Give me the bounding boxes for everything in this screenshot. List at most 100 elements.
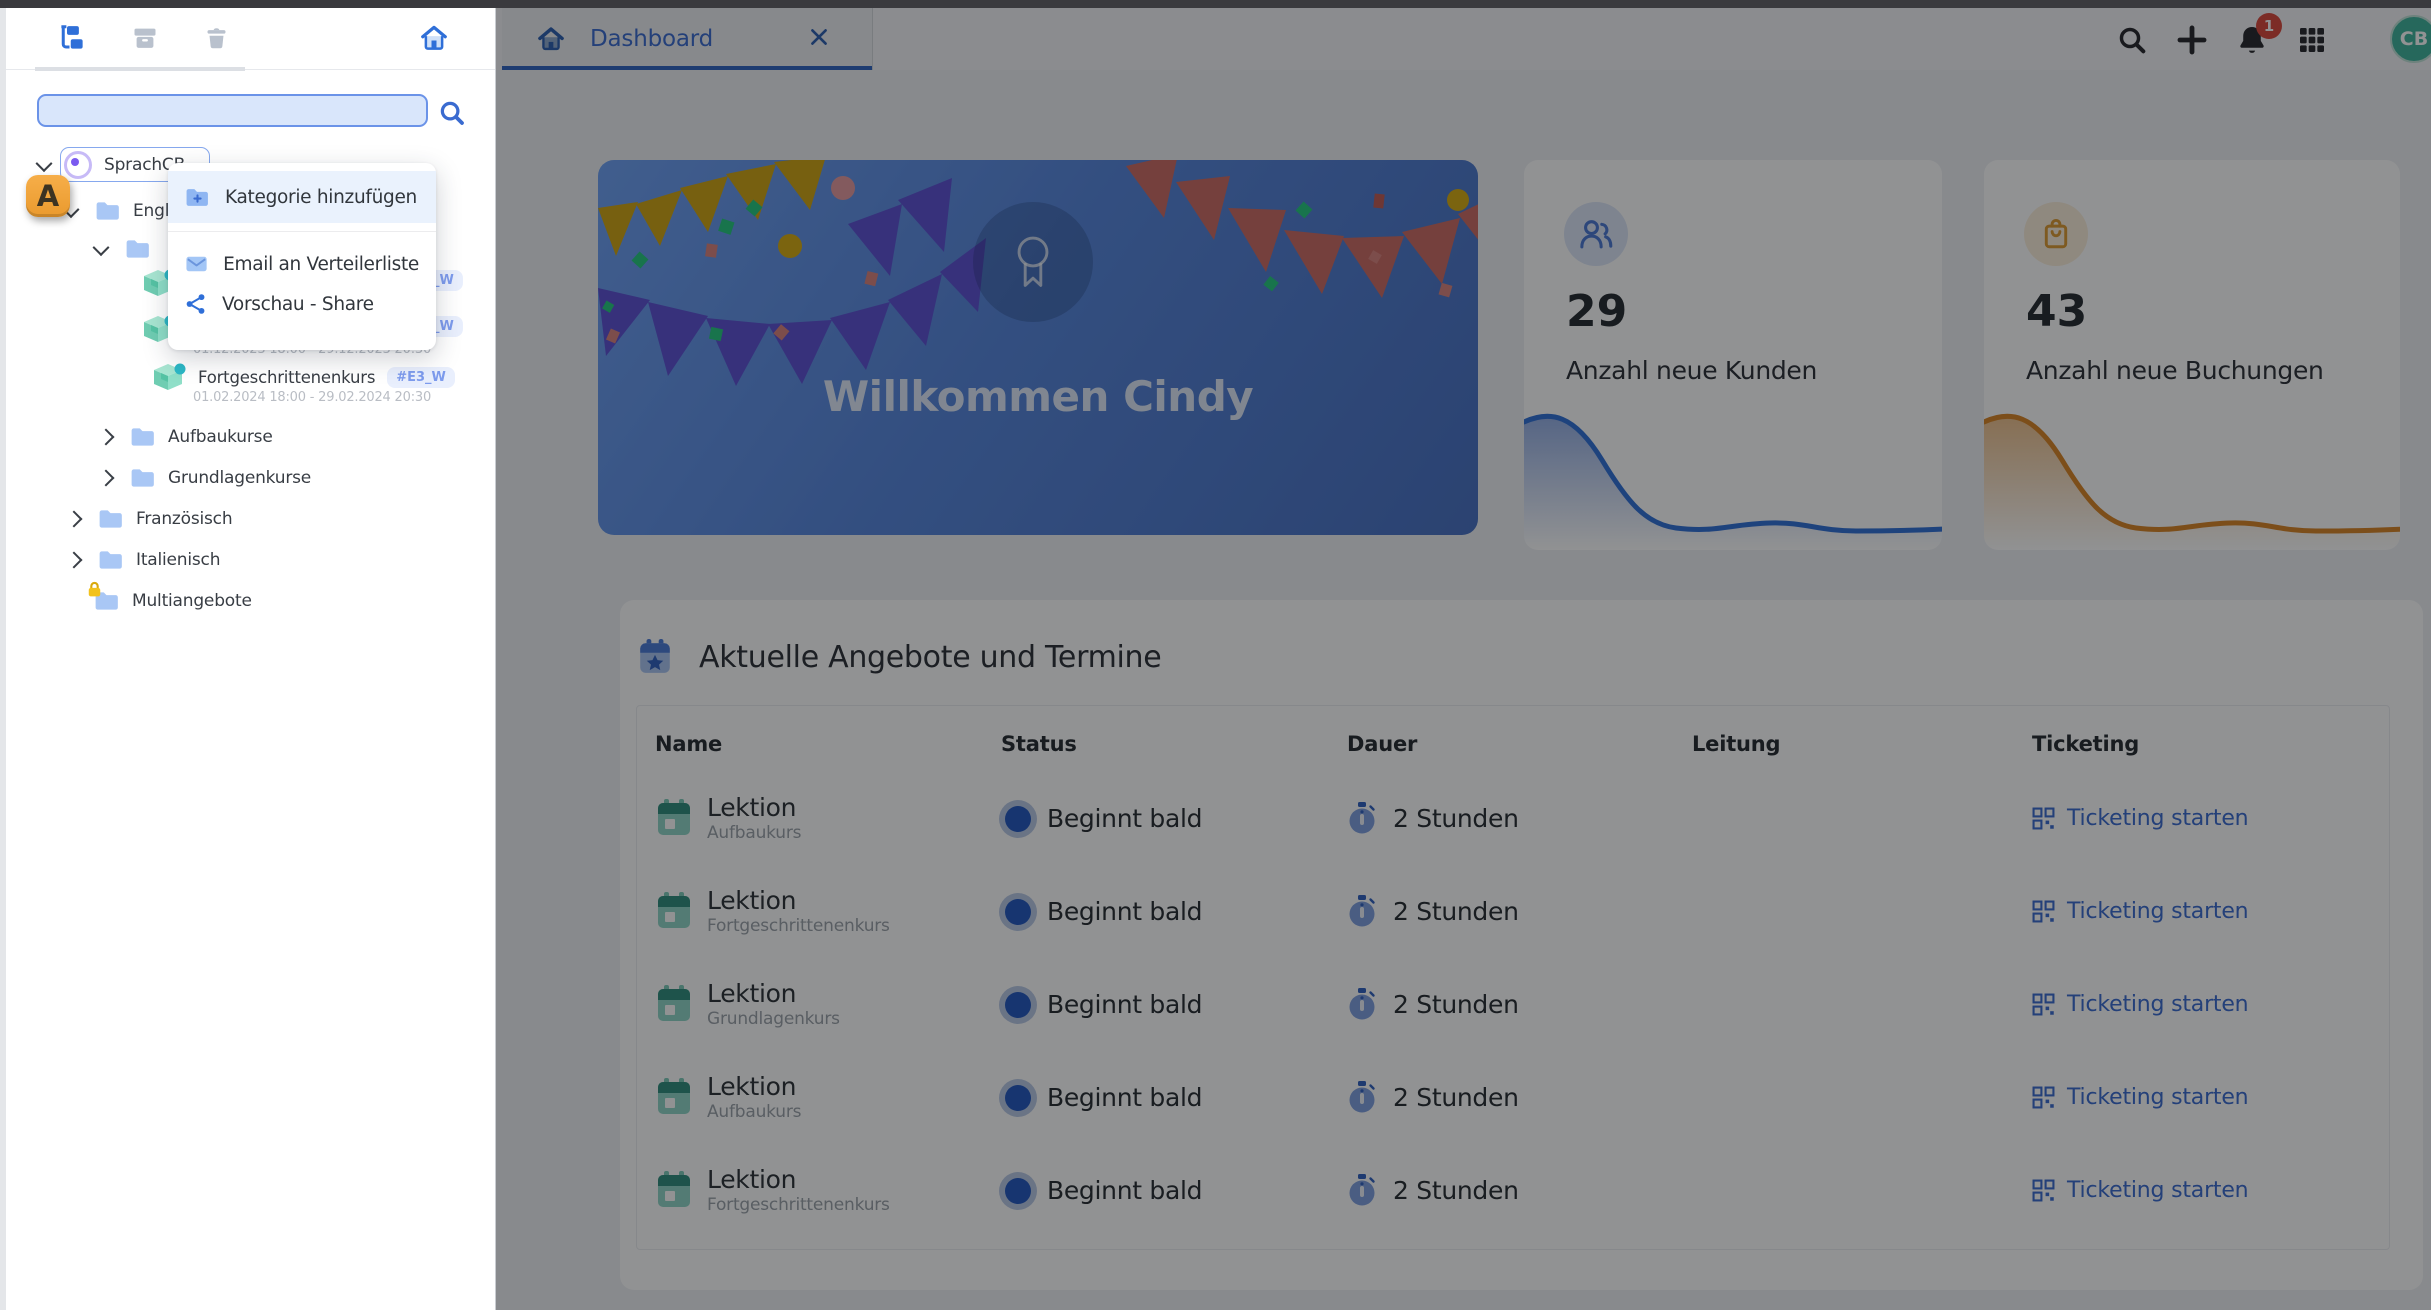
context-menu: Kategorie hinzufügen Email an Verteilerl…: [168, 163, 436, 350]
course-badge: #E3_W: [387, 366, 455, 388]
menu-item-preview-share[interactable]: Vorschau - Share: [168, 284, 436, 324]
tree-item-label[interactable]: Fortgeschrittenenkurs: [198, 367, 376, 387]
offer-status: Beginnt bald: [1047, 804, 1203, 833]
course-date: 01.02.2024 18:00 - 29.02.2024 20:30: [193, 390, 432, 405]
tree-item-franzoesisch[interactable]: Französisch: [0, 502, 495, 536]
avatar[interactable]: CB: [2390, 15, 2431, 63]
offer-status: Beginnt bald: [1047, 1083, 1203, 1112]
close-tab-icon[interactable]: [808, 26, 830, 52]
home-icon[interactable]: [418, 22, 450, 54]
offers-section-card: Aktuelle Angebote und Termine Name Statu…: [620, 600, 2423, 1290]
status-dot-icon: [1005, 1084, 1031, 1111]
offer-subtitle: Fortgeschrittenenkurs: [707, 1194, 890, 1215]
ticketing-label[interactable]: Ticketing starten: [2067, 806, 2249, 831]
course-package-icon: [154, 363, 186, 390]
ticketing-start-link[interactable]: Ticketing starten: [2032, 1085, 2389, 1110]
col-header: Dauer: [1347, 732, 1418, 756]
tree-item-label[interactable]: Französisch: [136, 509, 233, 529]
chevron-right-icon[interactable]: [97, 469, 115, 487]
ticketing-start-link[interactable]: Ticketing starten: [2032, 899, 2389, 924]
calendar-green-icon: [658, 798, 690, 835]
tab-label: Dashboard: [590, 26, 713, 52]
tree-item-label[interactable]: Grundlagenkurse: [168, 468, 312, 488]
tree-item-label[interactable]: Italienisch: [136, 550, 221, 570]
chevron-right-icon[interactable]: [65, 551, 83, 569]
apps-grid-icon[interactable]: [2294, 22, 2330, 58]
menu-item-email-list[interactable]: Email an Verteilerliste: [168, 244, 436, 284]
sidebar: SprachCB Englisch _W _W 01.12.2023 18:00…: [0, 8, 496, 1310]
status-dot-icon: [1005, 898, 1031, 925]
tree-item-aufbaukurse[interactable]: Aufbaukurse: [0, 420, 495, 454]
offers-table: Name Status Dauer Leitung Ticketing Lekt…: [636, 705, 2390, 1250]
folder-icon: [95, 592, 118, 610]
ticketing-label[interactable]: Ticketing starten: [2067, 1085, 2249, 1110]
table-row: Lektion Grundlagenkurs Beginnt bald 2 St…: [637, 958, 2389, 1051]
chevron-down-icon[interactable]: [35, 155, 53, 173]
calendar-green-icon: [658, 984, 690, 1021]
col-header: Status: [1001, 732, 1077, 756]
stat-label: Anzahl neue Buchungen: [2026, 356, 2324, 385]
folder-icon: [99, 510, 122, 528]
offer-duration: 2 Stunden: [1393, 804, 1519, 833]
tree-root-sprachcb[interactable]: SprachCB: [0, 148, 495, 182]
col-header: Leitung: [1692, 732, 1781, 756]
table-row: Lektion Fortgeschrittenenkurs Beginnt ba…: [637, 1144, 2389, 1237]
dashboard-content: Willkommen Cindy 29 Anzahl neue Kunden: [496, 70, 2431, 1310]
qr-icon: [2032, 807, 2055, 830]
col-header: Name: [655, 732, 723, 756]
folder-plus-icon: [186, 188, 208, 206]
users-icon: [1564, 202, 1628, 266]
main-area: Dashboard 1 CB: [496, 0, 2431, 1310]
status-dot-icon: [1005, 991, 1031, 1018]
stopwatch-icon: [1349, 801, 1375, 833]
global-search-icon[interactable]: [2114, 22, 2150, 58]
ticketing-start-link[interactable]: Ticketing starten: [2032, 1178, 2389, 1203]
offer-name: Lektion: [707, 1165, 797, 1195]
add-icon[interactable]: [2174, 22, 2210, 58]
search-icon[interactable]: [437, 98, 467, 132]
tree-root-label[interactable]: SprachCB: [104, 155, 186, 175]
share-icon: [186, 294, 205, 314]
home-icon: [538, 27, 564, 51]
calendar-green-icon: [658, 1077, 690, 1114]
tab-dashboard[interactable]: Dashboard: [502, 8, 873, 71]
ticketing-start-link[interactable]: Ticketing starten: [2032, 992, 2389, 1017]
tree-item-subfolder[interactable]: [0, 232, 495, 266]
folder-icon: [131, 469, 154, 487]
qr-icon: [2032, 1086, 2055, 1109]
offer-status: Beginnt bald: [1047, 1176, 1203, 1205]
tree-item-grundlagenkurse[interactable]: Grundlagenkurse: [0, 461, 495, 495]
tree-item-fortgeschrittenenkurs[interactable]: Fortgeschrittenenkurs #E3_W: [0, 360, 495, 394]
modal-backdrop[interactable]: [496, 0, 2431, 1310]
ticketing-label[interactable]: Ticketing starten: [2067, 899, 2249, 924]
ticketing-label[interactable]: Ticketing starten: [2067, 992, 2249, 1017]
sidebar-search-input[interactable]: [37, 94, 428, 127]
qr-icon: [2032, 993, 2055, 1016]
tree-item-label[interactable]: Aufbaukurse: [168, 427, 273, 447]
qr-icon: [2032, 1179, 2055, 1202]
radio-selected-icon: [64, 151, 92, 179]
tree-item-multiangebote[interactable]: Multiangebote: [0, 581, 495, 618]
menu-item-add-category[interactable]: Kategorie hinzufügen: [168, 171, 436, 223]
banner-decorations: [598, 160, 1478, 386]
qr-icon: [2032, 900, 2055, 923]
folder-icon: [131, 428, 154, 446]
table-row: Lektion Aufbaukurs Beginnt bald 2 Stunde…: [637, 1051, 2389, 1144]
ticketing-start-link[interactable]: Ticketing starten: [2032, 806, 2389, 831]
chevron-down-icon[interactable]: [92, 239, 110, 257]
offer-name: Lektion: [707, 793, 797, 823]
folder-icon: [99, 551, 122, 569]
offer-duration: 2 Stunden: [1393, 1083, 1519, 1112]
tree-item-italienisch[interactable]: Italienisch: [0, 543, 495, 577]
tree-view-icon[interactable]: [56, 22, 88, 54]
archive-icon[interactable]: [129, 22, 161, 54]
trash-icon[interactable]: [200, 22, 232, 54]
section-header: Aktuelle Angebote und Termine: [637, 638, 1162, 676]
tree-item-label[interactable]: Multiangebote: [132, 591, 252, 611]
chevron-right-icon[interactable]: [97, 428, 115, 446]
welcome-title: Willkommen Cindy: [822, 372, 1254, 421]
ticketing-label[interactable]: Ticketing starten: [2067, 1178, 2249, 1203]
chevron-right-icon[interactable]: [65, 510, 83, 528]
offer-name: Lektion: [707, 886, 797, 916]
stat-value: 29: [1566, 286, 1628, 337]
